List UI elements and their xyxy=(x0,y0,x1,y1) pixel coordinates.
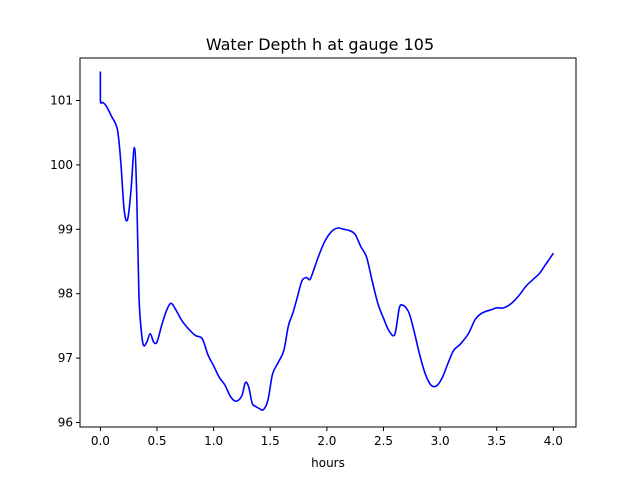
plot-area-frame xyxy=(79,57,577,428)
y-tick-label: 99 xyxy=(58,222,73,236)
x-tick-label: 1.0 xyxy=(204,434,223,448)
x-tick-label: 1.5 xyxy=(261,434,280,448)
y-tick-label: 97 xyxy=(58,351,73,365)
x-tick-label: 4.0 xyxy=(544,434,563,448)
series-line xyxy=(99,71,555,411)
x-axis-label: hours xyxy=(311,456,345,470)
x-tick-label: 2.5 xyxy=(374,434,393,448)
x-tick-label: 3.5 xyxy=(487,434,506,448)
chart-title: Water Depth h at gauge 105 xyxy=(206,35,434,54)
y-tick-label: 98 xyxy=(58,287,73,301)
x-tick-label: 0.5 xyxy=(147,434,166,448)
y-tick-label: 96 xyxy=(58,415,73,429)
y-tick-label: 100 xyxy=(50,158,73,172)
x-tick-label: 0.0 xyxy=(91,434,110,448)
y-tick-label: 101 xyxy=(50,94,73,108)
x-tick-label: 2.0 xyxy=(317,434,336,448)
y-axis: 96 97 98 99 100 101 xyxy=(50,94,80,429)
x-tick-label: 3.0 xyxy=(431,434,450,448)
x-axis: 0.0 0.5 1.0 1.5 2.0 2.5 3.0 3.5 4.0 xyxy=(91,427,563,448)
series-layer xyxy=(99,71,555,411)
